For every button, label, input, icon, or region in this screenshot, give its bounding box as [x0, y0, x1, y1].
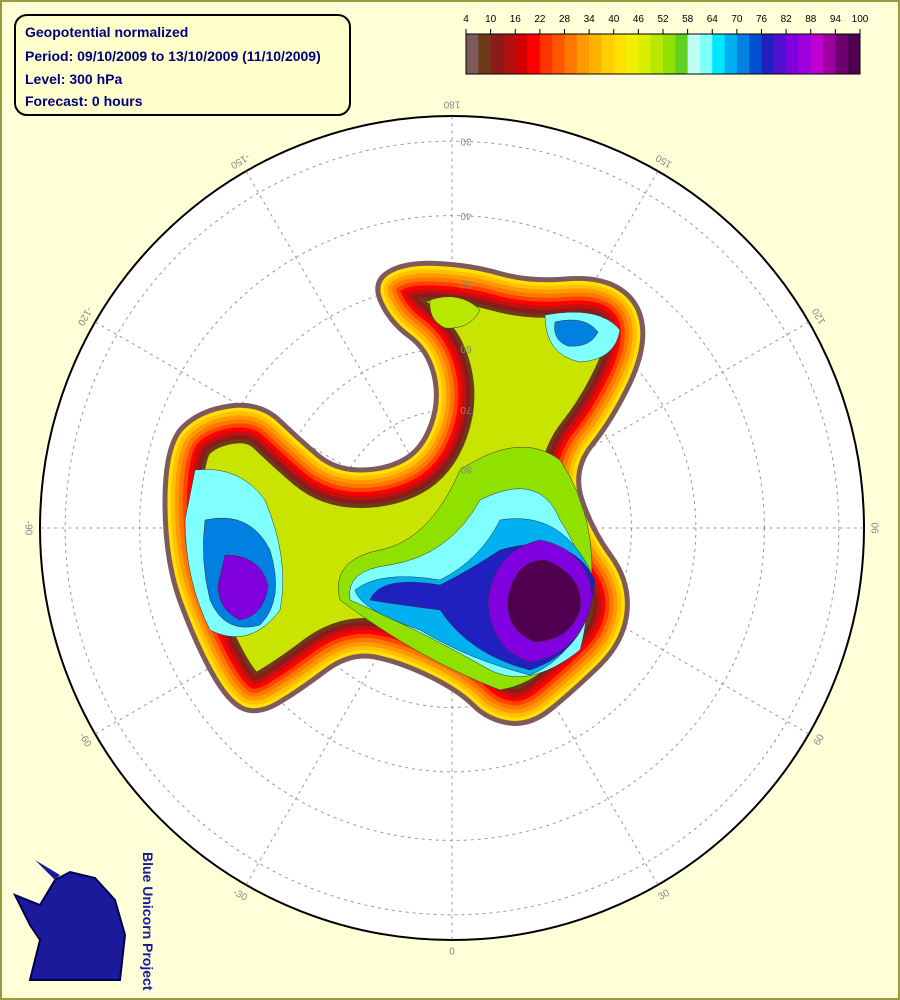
longitude-label: -90 — [22, 521, 33, 536]
logo: Blue Unicorn Project — [12, 852, 156, 991]
colorbar-tick-label: 94 — [830, 14, 842, 25]
colorbar-tick-label: 4 — [463, 14, 469, 25]
colorbar-cell — [490, 34, 504, 74]
colorbar-tick-label: 100 — [852, 14, 869, 25]
colorbar-tick-label: 34 — [584, 14, 596, 25]
logo-horn — [35, 860, 60, 880]
latitude-label: 30 — [460, 136, 472, 147]
logo-unicorn — [12, 870, 127, 981]
period: Period: 09/10/2009 to 13/10/2009 (11/10/… — [25, 48, 321, 64]
colorbar-tick-label: 64 — [707, 14, 719, 25]
colorbar-cell — [810, 34, 824, 74]
colorbar-cell — [663, 34, 676, 74]
colorbar: 4 10 16 22 28 34 40 46 52 58 64 70 76 82 88 94 100 — [463, 14, 869, 75]
logo-text: Blue Unicorn Project — [140, 852, 156, 991]
colorbar-cell — [847, 34, 861, 74]
colorbar-tick-label: 82 — [781, 14, 793, 25]
colorbar-cell — [687, 34, 701, 74]
colorbar-cell — [502, 34, 516, 74]
colorbar-cell — [736, 34, 750, 74]
colorbar-cell — [478, 34, 491, 74]
field-outline — [162, 260, 646, 726]
colorbar-cell — [638, 34, 651, 74]
contour-region — [429, 296, 481, 329]
title: Geopotential normalized — [25, 24, 188, 40]
contour-region — [217, 554, 269, 621]
longitude-label: 180 — [443, 98, 460, 109]
colorbar-cell — [466, 34, 479, 74]
meridian — [245, 170, 424, 478]
latitude-label: 70 — [460, 404, 472, 415]
colorbar-tick-label: 76 — [756, 14, 768, 25]
colorbar-tick-label: 88 — [805, 14, 817, 25]
colorbar-cell — [576, 34, 590, 74]
colorbar-cell — [650, 34, 664, 74]
level: Level: 300 hPa — [25, 71, 122, 87]
latitude-label: 40 — [460, 210, 472, 221]
colorbar-tick-label: 58 — [682, 14, 694, 25]
colorbar-cell — [626, 34, 639, 74]
colorbar-cell — [589, 34, 602, 74]
colorbar-tick-label: 70 — [731, 14, 743, 25]
latitude-label: 60 — [460, 343, 472, 354]
colorbar-tick-label: 52 — [657, 14, 669, 25]
forecast: Forecast: 0 hours — [25, 93, 143, 109]
colorbar-cell — [749, 34, 762, 74]
colorbar-cell — [773, 34, 787, 74]
longitude-label: 90 — [871, 522, 882, 534]
colorbar-cell — [539, 34, 553, 74]
info-box — [14, 14, 351, 116]
colorbar-cell — [786, 34, 799, 74]
colorbar-cell — [601, 34, 615, 74]
colorbar-tick-label: 40 — [608, 14, 620, 25]
colorbar-cell — [552, 34, 565, 74]
latitude-circle — [64, 140, 840, 916]
field-contours — [162, 260, 646, 726]
colorbar-cell — [564, 34, 578, 74]
colorbar-cell — [835, 34, 848, 74]
colorbar-tick-label: 22 — [534, 14, 546, 25]
longitude-label: 60 — [812, 732, 827, 748]
colorbar-cell — [823, 34, 836, 74]
colorbar-cell — [699, 34, 713, 74]
contour-region — [507, 559, 581, 643]
colorbar-cell — [724, 34, 738, 74]
latitude-label: 50 — [460, 278, 472, 289]
colorbar-cell — [515, 34, 528, 74]
colorbar-tick-label: 10 — [485, 14, 497, 25]
colorbar-cell — [798, 34, 812, 74]
longitude-label: 0 — [449, 947, 455, 958]
colorbar-cell — [712, 34, 725, 74]
colorbar-tick-label: 28 — [559, 14, 571, 25]
colorbar-tick-label: 16 — [510, 14, 522, 25]
contour-region — [554, 319, 599, 347]
latitude-label: 80 — [460, 464, 472, 475]
colorbar-cell — [613, 34, 627, 74]
longitude-label: 30 — [657, 888, 673, 903]
graticule-labels: 0306090120150180-150-120-90-60-303040506… — [22, 98, 881, 957]
colorbar-tick-label: 46 — [633, 14, 645, 25]
colorbar-cell — [527, 34, 541, 74]
colorbar-cell — [675, 34, 688, 74]
colorbar-cell — [761, 34, 775, 74]
